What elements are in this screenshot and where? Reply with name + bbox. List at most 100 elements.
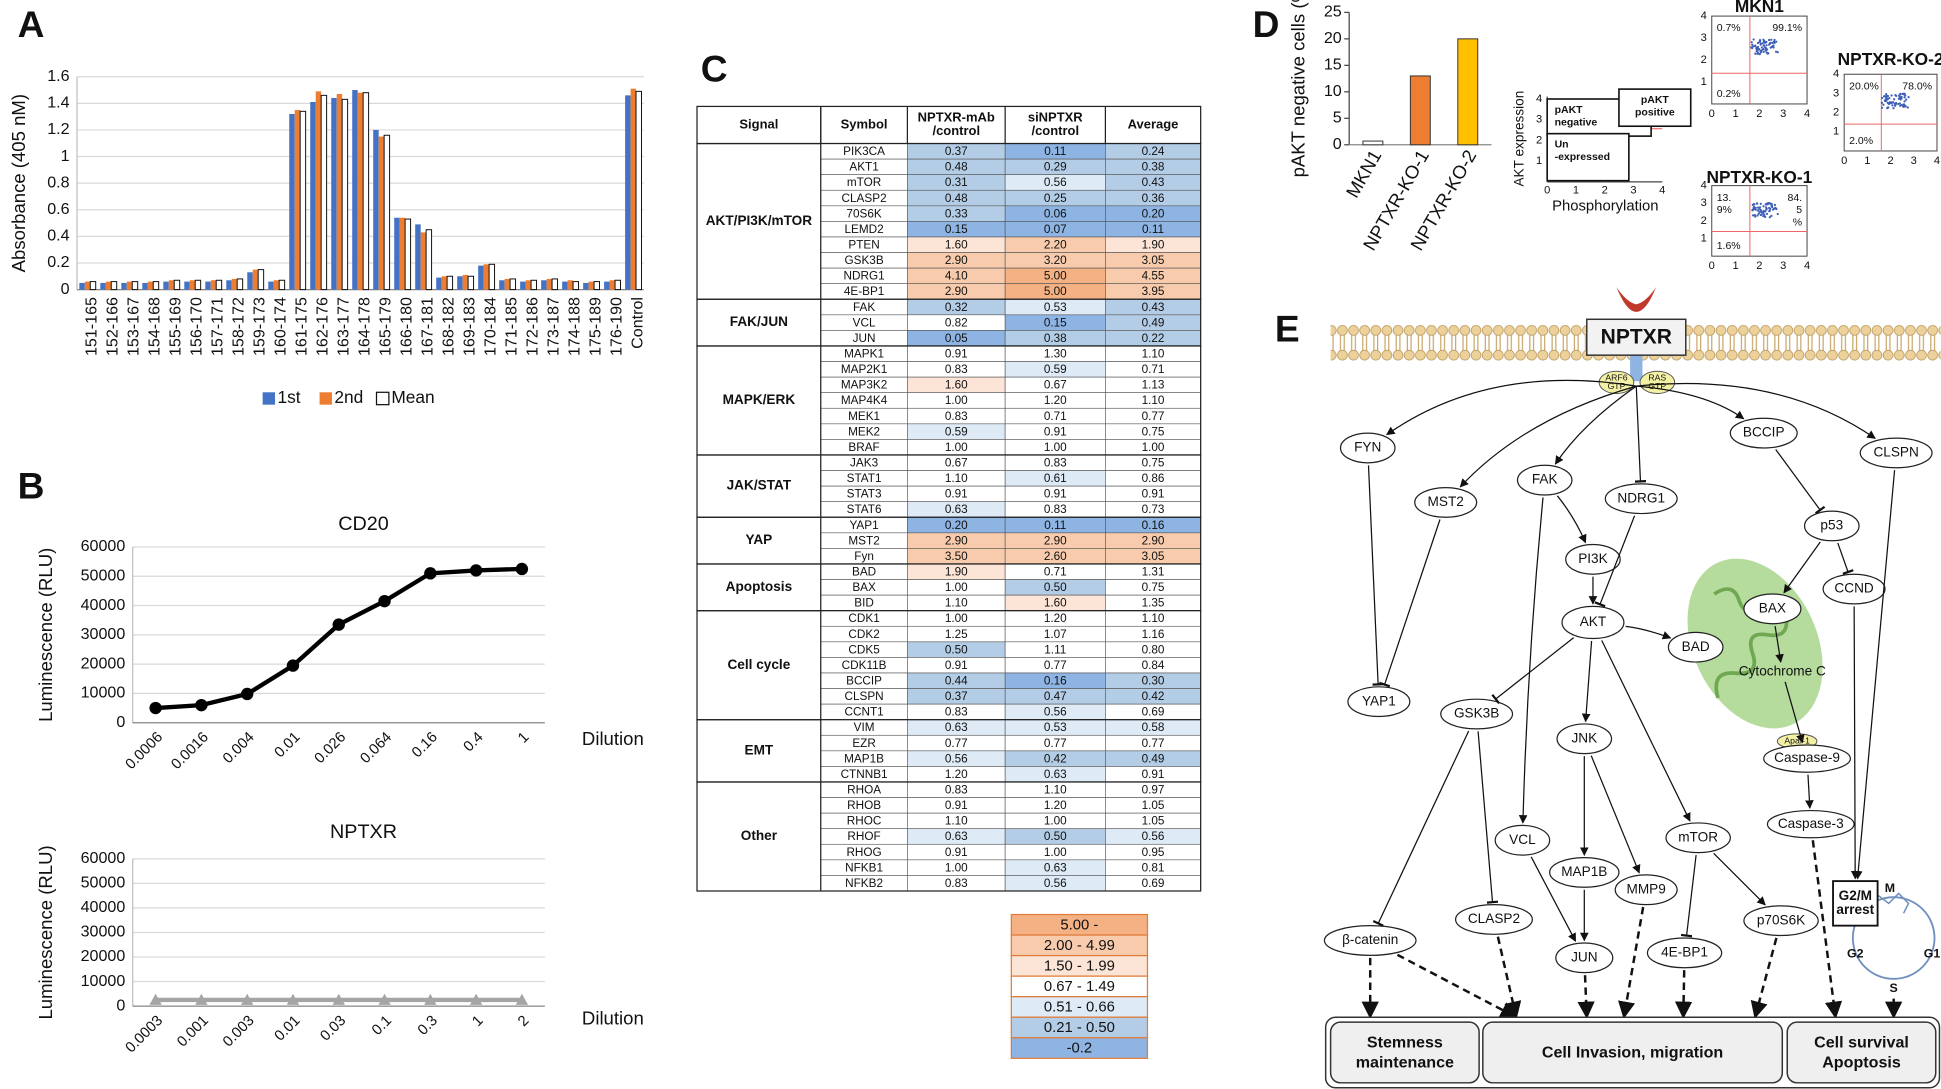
cell-text: 0.25 — [1044, 192, 1067, 205]
event-dot — [1767, 38, 1771, 42]
bar — [504, 278, 511, 290]
x-tick-label: 1 — [1732, 108, 1738, 120]
cell-text: 1.00 — [1044, 815, 1067, 828]
x-tick-label: 151-165 — [83, 297, 101, 356]
bar — [604, 281, 610, 290]
x-tick-label: 174-188 — [566, 297, 584, 356]
event-dot — [1754, 52, 1757, 55]
node — [1549, 856, 1620, 888]
edge — [1459, 385, 1637, 488]
receptor-stalk — [1630, 353, 1643, 382]
x-tick-label: 0.01 — [272, 729, 304, 761]
event-dot — [1763, 215, 1767, 219]
event-dot — [1762, 215, 1765, 218]
y-tick-label: 30000 — [81, 625, 126, 643]
quadrant-label: 84. — [1787, 192, 1802, 204]
group-cell — [696, 781, 1202, 892]
quadrant-label: 0.7% — [1717, 22, 1741, 34]
node-label: p53 — [1820, 518, 1843, 533]
x-tick-label: 0.03 — [318, 1013, 350, 1045]
quadrant-label: 1.6% — [1717, 240, 1741, 252]
gate-label: Un — [1555, 139, 1569, 151]
bar — [520, 281, 526, 290]
node — [1729, 417, 1798, 449]
event-dot — [1893, 102, 1896, 105]
cell-text: 1.60 — [945, 238, 968, 251]
quadrant-label: 13. — [1717, 192, 1732, 204]
gate-label: pAKT — [1555, 104, 1584, 116]
cell-text: VCL — [853, 316, 876, 329]
cell-text: RHOC — [847, 815, 882, 828]
cell-text: 1.00 — [945, 394, 968, 407]
edge — [1477, 731, 1499, 904]
plot-title: NPTXR-KO-1 — [1707, 167, 1813, 187]
receptor-label: NPTXR — [1601, 325, 1672, 348]
x-tick-label: 4 — [1934, 155, 1940, 167]
quadrant-label: 9% — [1717, 204, 1732, 216]
node-label: ARF6 — [1605, 372, 1627, 382]
node — [1859, 437, 1933, 469]
bar — [462, 274, 469, 290]
quadrant-label: 0.2% — [1717, 88, 1741, 100]
event-dot — [1750, 41, 1753, 44]
node-label: JNK — [1571, 730, 1597, 745]
legend-swatch — [1010, 1037, 1149, 1059]
cell-text: 4E-BP1 — [844, 285, 885, 298]
y-tick-label: 0 — [116, 713, 125, 731]
x-tick-label: 171-185 — [503, 297, 521, 356]
group-label: Other — [741, 828, 778, 843]
cell-text: 0.83 — [945, 410, 968, 423]
x-tick-label: 0.4 — [461, 729, 487, 755]
event-dot — [1906, 106, 1909, 109]
cell-text: 70S6K — [846, 207, 881, 220]
event-dot — [1758, 40, 1762, 43]
marker — [240, 993, 254, 1005]
cell-text: 0.56 — [1044, 877, 1067, 890]
bar — [530, 279, 538, 291]
cell-text: 0.83 — [945, 877, 968, 890]
event-dot — [1762, 209, 1765, 213]
node-label: CLASP2 — [1468, 911, 1520, 926]
bar — [583, 282, 589, 290]
event-dot — [1776, 51, 1779, 54]
node — [1565, 543, 1621, 575]
cell-text: PTEN — [848, 238, 879, 251]
node-label: MAP1B — [1561, 864, 1607, 879]
bar — [625, 95, 631, 290]
cell-text: 0.15 — [945, 223, 968, 236]
y-tick-label: 10 — [1324, 82, 1342, 100]
edge — [1554, 385, 1637, 465]
edge — [1372, 730, 1470, 927]
cell-text: 0.38 — [1044, 332, 1067, 345]
node — [1614, 874, 1678, 906]
group-label: FAK/JUN — [730, 314, 788, 329]
output-box — [1329, 1021, 1480, 1084]
edge — [1378, 519, 1441, 688]
x-tick-label: 0.0016 — [169, 729, 212, 772]
legend-label: 0.67 - 1.49 — [1044, 979, 1115, 995]
receptor-box — [1586, 318, 1687, 356]
bar — [268, 281, 274, 290]
bar — [210, 280, 217, 290]
cell-text: 0.75 — [1142, 425, 1165, 438]
bar — [278, 279, 286, 291]
x-tick-label: 163-177 — [335, 297, 353, 356]
chart-title: NPTXR — [330, 821, 397, 843]
cell-text: 0.63 — [945, 721, 968, 734]
x-tick-label: 3 — [1780, 260, 1786, 272]
cell-text: 0.63 — [1044, 861, 1067, 874]
x-tick-label: Control — [629, 297, 647, 349]
cell-text: MST2 — [848, 534, 879, 547]
event-dot — [1898, 102, 1902, 105]
cell-text: MAP2K1 — [841, 363, 887, 376]
y-tick-label: 10000 — [81, 684, 126, 702]
marker — [149, 993, 162, 1005]
node-label: arrest — [1836, 902, 1874, 917]
cell-text: STAT6 — [847, 503, 882, 516]
event-dot — [1769, 203, 1772, 206]
event-dot — [1890, 94, 1893, 97]
y-tick-label: 1 — [1536, 155, 1542, 167]
x-tick-label: 0.064 — [358, 729, 396, 767]
column-header: Symbol — [841, 116, 888, 131]
bar — [546, 278, 553, 290]
